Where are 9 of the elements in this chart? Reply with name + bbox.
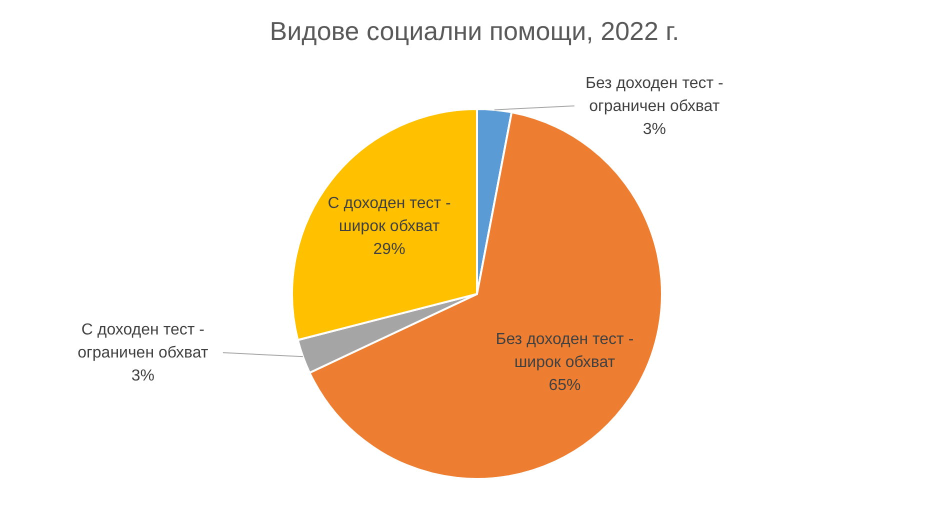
chart-title: Видове социални помощи, 2022 г. [268,16,680,47]
data-label: 29% [373,240,406,258]
data-label: 65% [548,376,581,394]
slice-label: С доходен тест - ограничен обхват [78,321,209,362]
data-label: 3% [131,367,154,384]
slice-label: Без доходен тест - широк обхват [496,330,634,371]
data-label: 3% [642,120,666,138]
slice-label: Без доходен тест - ограничен обхват [585,74,724,114]
slice-label: С доходен тест - широк обхват [328,194,451,234]
